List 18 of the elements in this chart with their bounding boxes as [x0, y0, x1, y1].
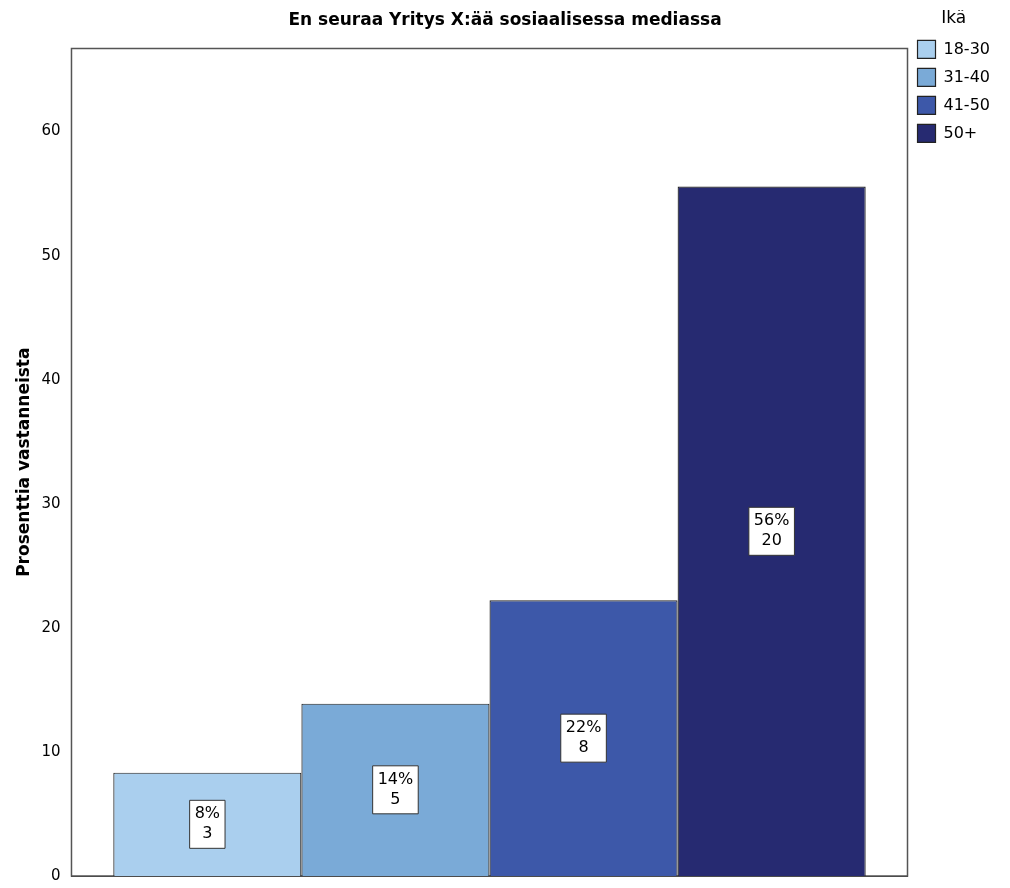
data-label: 14% 5 — [377, 768, 414, 808]
y-tick-label: 20 — [41, 617, 61, 636]
y-tick-label: 60 — [41, 121, 61, 140]
legend-title: Ikä — [941, 6, 967, 27]
legend-label: 31-40 — [943, 66, 991, 86]
legend-label: 41-50 — [943, 94, 991, 114]
y-tick-label: 10 — [41, 741, 61, 760]
legend-label: 50+ — [943, 122, 978, 142]
y-tick-label: 40 — [41, 369, 61, 388]
y-tick-label: 30 — [41, 493, 61, 512]
data-label: 8% 3 — [194, 803, 221, 843]
y-tick-label: 0 — [50, 865, 61, 884]
y-axis-title: Prosenttia vastanneista — [12, 347, 33, 577]
data-label: 56% 20 — [753, 510, 790, 550]
chart-title: En seuraa Yritys X:ää sosiaalisessa mediassa — [288, 8, 722, 29]
legend-label: 18-30 — [943, 38, 991, 58]
data-label: 22% 8 — [565, 717, 602, 757]
y-tick-label: 50 — [41, 245, 61, 264]
